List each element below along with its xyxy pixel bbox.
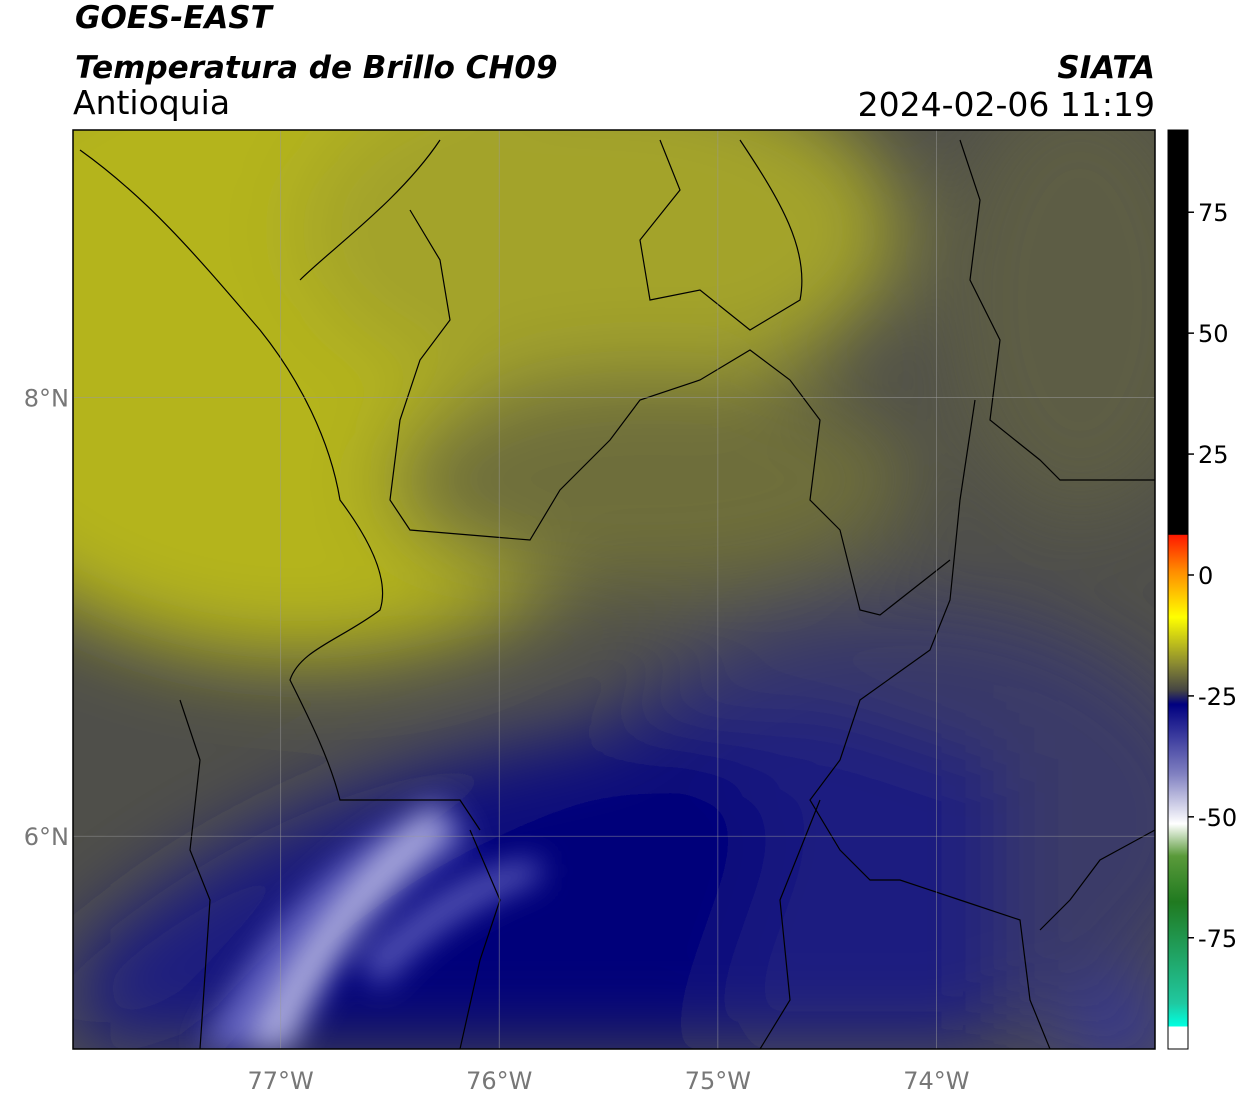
satellite: GOES-EAST bbox=[75, 0, 275, 36]
x-tick-label: 76°W bbox=[466, 1067, 532, 1095]
colorbar-tick-label: -25 bbox=[1198, 683, 1237, 711]
colorbar bbox=[1167, 129, 1189, 1050]
imagery bbox=[73, 130, 1155, 1049]
y-tick-label: 6°N bbox=[24, 823, 69, 851]
product: Temperatura de Brillo CH09 bbox=[75, 50, 558, 86]
colorbar-tick-label: 25 bbox=[1198, 441, 1229, 469]
x-tick-label: 74°W bbox=[903, 1067, 969, 1095]
colorbar-tick-label: 75 bbox=[1198, 199, 1229, 227]
source: SIATA bbox=[1057, 50, 1155, 86]
x-tick-label: 75°W bbox=[685, 1067, 751, 1095]
colorbar-tick-label: 50 bbox=[1198, 320, 1229, 348]
map-frame bbox=[72, 129, 1156, 1050]
colorbar-tick-label: 0 bbox=[1198, 562, 1213, 590]
colorbar-tick-label: -75 bbox=[1198, 925, 1237, 953]
x-tick-label: 77°W bbox=[248, 1067, 314, 1095]
region: Antioquia bbox=[73, 83, 230, 122]
y-tick-label: 8°N bbox=[24, 385, 69, 413]
colorbar-tick-label: -50 bbox=[1198, 804, 1237, 832]
datetime: 2024-02-06 11:19 bbox=[858, 85, 1155, 124]
grid bbox=[73, 130, 1155, 1049]
